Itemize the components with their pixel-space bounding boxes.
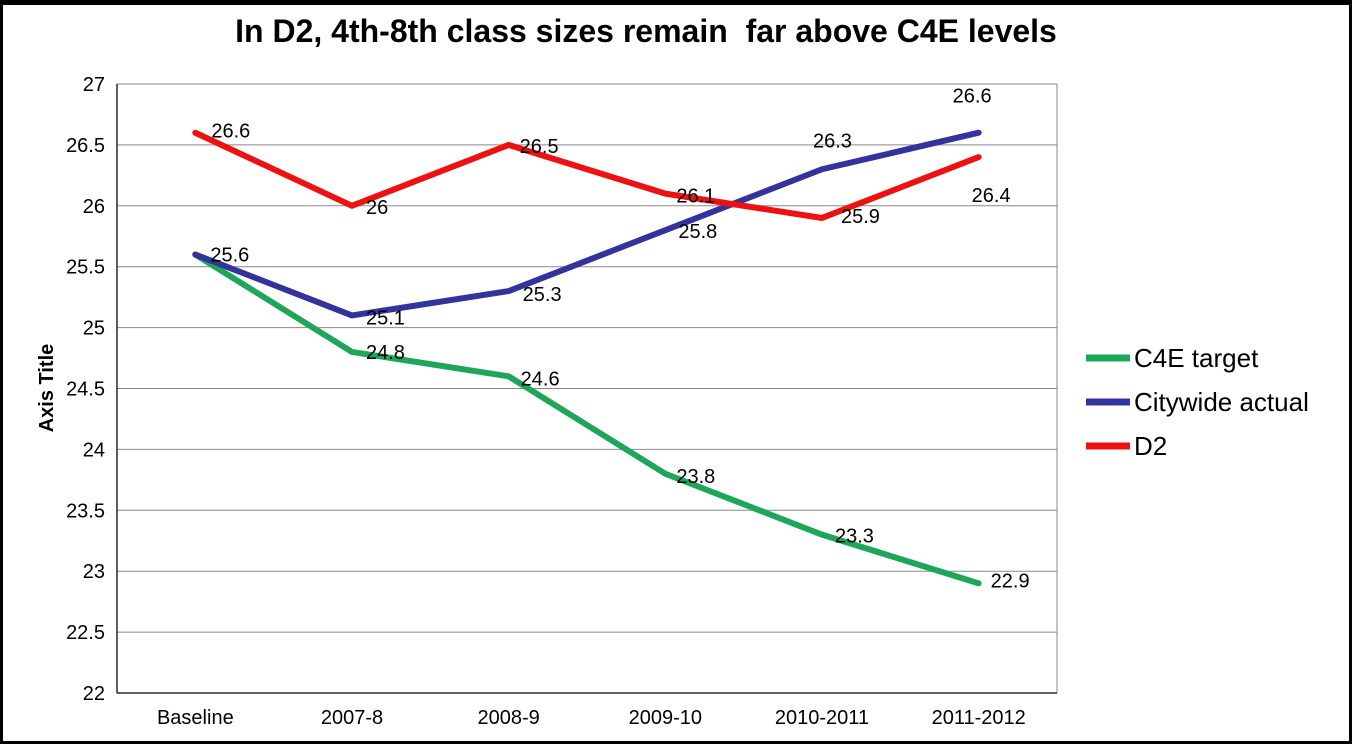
x-tick-label: 2008-9 bbox=[478, 707, 540, 729]
data-label-c4e-target: 23.8 bbox=[676, 466, 715, 488]
y-tick-label: 24 bbox=[83, 439, 105, 461]
y-axis-title: Axis Title bbox=[36, 344, 58, 433]
data-label-d2: 26.4 bbox=[972, 185, 1011, 207]
y-tick-label: 25.5 bbox=[66, 257, 105, 279]
data-label-c4e-target: 24.8 bbox=[366, 342, 405, 364]
data-label-d2: 25.9 bbox=[841, 206, 880, 228]
legend-label-d2: D2 bbox=[1134, 431, 1167, 461]
y-tick-label: 23.5 bbox=[66, 500, 105, 522]
data-label-citywide-actual: 25.6 bbox=[210, 245, 249, 267]
legend-item-c4e-target: C4E target bbox=[1086, 343, 1259, 373]
data-label-d2: 26.6 bbox=[211, 121, 250, 143]
data-label-citywide-actual: 25.3 bbox=[523, 284, 562, 306]
y-tick-label: 26.5 bbox=[66, 135, 105, 157]
y-tick-label: 22.5 bbox=[66, 622, 105, 644]
x-tick-label: Baseline bbox=[157, 707, 234, 729]
x-tick-label: 2009-10 bbox=[629, 707, 702, 729]
data-label-d2: 26.1 bbox=[676, 186, 715, 208]
legend-item-d2: D2 bbox=[1086, 431, 1167, 461]
x-tick-label: 2007-8 bbox=[321, 707, 383, 729]
data-label-citywide-actual: 25.1 bbox=[366, 307, 405, 329]
data-label-d2: 26 bbox=[366, 197, 388, 219]
legend-label-c4e-target: C4E target bbox=[1134, 343, 1259, 373]
y-tick-label: 26 bbox=[83, 196, 105, 218]
series-line-citywide-actual bbox=[192, 129, 982, 319]
data-label-c4e-target: 22.9 bbox=[991, 570, 1030, 592]
y-tick-label: 25 bbox=[83, 318, 105, 340]
y-tick-label: 23 bbox=[83, 561, 105, 583]
x-tick-label: 2011-2012 bbox=[932, 707, 1026, 729]
data-label-c4e-target: 23.3 bbox=[835, 526, 874, 548]
data-label-c4e-target: 24.6 bbox=[521, 368, 560, 390]
legend-item-citywide-actual: Citywide actual bbox=[1086, 387, 1309, 417]
y-tick-label: 22 bbox=[83, 683, 105, 705]
y-tick-label: 24.5 bbox=[66, 379, 105, 401]
x-tick-label: 2010-2011 bbox=[775, 707, 869, 729]
data-label-d2: 26.5 bbox=[520, 136, 559, 158]
series-line-d2 bbox=[192, 129, 982, 221]
data-label-citywide-actual: 26.3 bbox=[813, 130, 852, 152]
data-label-citywide-actual: 26.6 bbox=[953, 86, 992, 108]
legend-label-citywide-actual: Citywide actual bbox=[1134, 387, 1309, 417]
y-tick-label: 27 bbox=[83, 74, 105, 96]
series-line-c4e-target bbox=[192, 251, 982, 587]
data-label-citywide-actual: 25.8 bbox=[678, 221, 717, 243]
chart-title: In D2, 4th-8th class sizes remain far ab… bbox=[235, 13, 1057, 49]
